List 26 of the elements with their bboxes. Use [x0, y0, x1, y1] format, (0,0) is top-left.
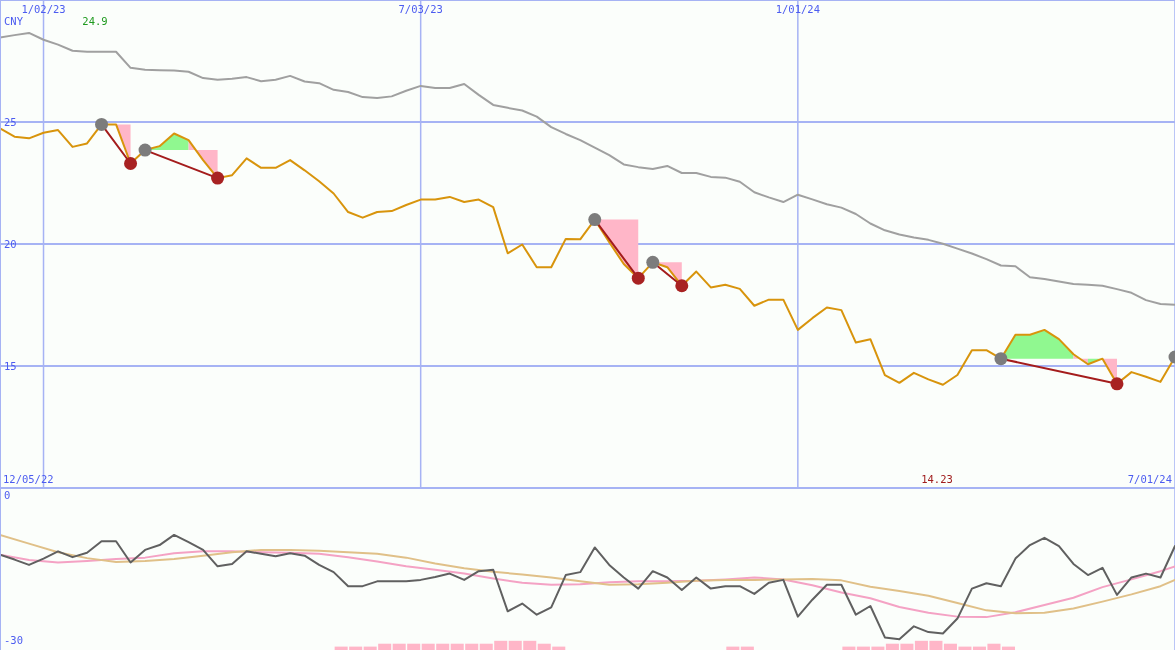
x-tick-label: 7/03/23 — [398, 3, 443, 15]
y-tick-label: 20 — [4, 238, 17, 250]
point — [675, 279, 689, 293]
point — [646, 255, 660, 269]
point — [124, 156, 138, 170]
annotation: 7/01/24 — [1127, 473, 1172, 485]
x-tick-label: 1/01/24 — [775, 3, 820, 15]
point — [138, 143, 152, 157]
point — [211, 171, 225, 185]
line-series — [0, 31, 1175, 306]
point — [631, 271, 645, 285]
x-tick-label: 1/02/23 — [21, 3, 66, 15]
annotation: 14.23 — [921, 473, 953, 485]
line-series — [0, 533, 1175, 615]
point — [994, 352, 1008, 366]
point — [1110, 377, 1124, 391]
y-tick-label: 25 — [4, 116, 17, 128]
point — [95, 117, 109, 131]
y-tick-label: 0 — [4, 489, 11, 502]
point — [588, 213, 602, 227]
annotation: 12/05/22 — [3, 473, 54, 485]
line-series — [0, 550, 1175, 619]
y-axis-title: CNY — [4, 15, 24, 27]
y-tick-label: 15 — [4, 360, 17, 372]
y-tick-label: -30 — [4, 634, 23, 647]
annotation: 24.9 — [82, 15, 108, 27]
